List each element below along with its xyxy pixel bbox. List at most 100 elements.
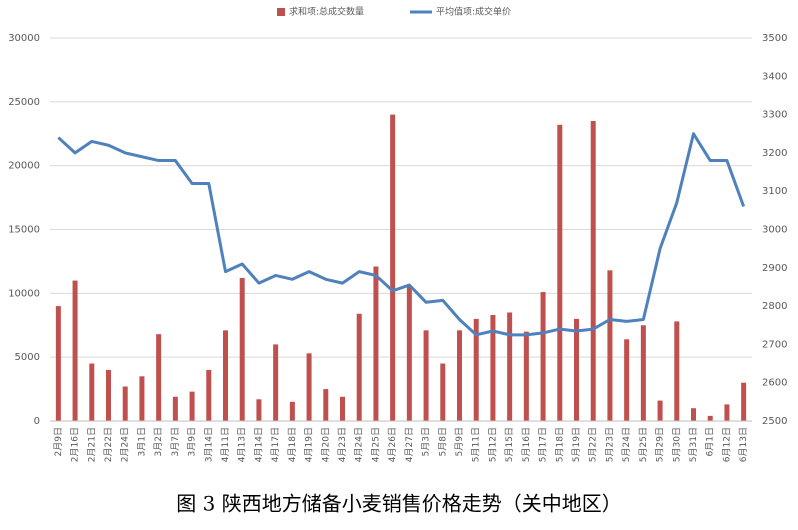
y2-tick-label: 3200: [762, 148, 787, 159]
bar: [440, 363, 446, 421]
legend-label: 求和项:总成交数量: [289, 6, 364, 18]
x-tick-label: 4月19日: [304, 427, 315, 462]
x-tick-label: 5月9日: [454, 427, 465, 456]
x-tick-label: 4月24日: [354, 427, 365, 462]
x-tick-label: 5月30日: [671, 427, 682, 462]
x-tick-label: 6月1日: [705, 427, 716, 456]
x-tick-label: 5月15日: [504, 427, 515, 462]
bar: [189, 391, 195, 421]
chart-title: 图 3 陕西地方储备小麦销售价格走势（关中地区）: [176, 492, 621, 516]
bar: [239, 278, 245, 421]
x-tick-label: 5月25日: [638, 427, 649, 462]
y2-tick-label: 2800: [762, 301, 787, 312]
x-tick-label: 6月13日: [738, 427, 749, 462]
bar: [323, 389, 329, 421]
bar: [156, 334, 162, 421]
y2-tick-label: 2600: [762, 378, 787, 389]
x-tick-label: 5月19日: [571, 427, 582, 462]
x-tick-label: 2月24日: [120, 427, 131, 462]
x-tick-label: 2月9日: [53, 427, 64, 456]
x-tick-label: 5月29日: [655, 427, 666, 462]
x-tick-label: 4月27日: [404, 427, 415, 462]
bar: [640, 325, 646, 421]
y2-tick-label: 3300: [762, 110, 787, 121]
y2-tick-label: 3100: [762, 186, 787, 197]
bar: [507, 312, 513, 421]
bar: [490, 315, 496, 421]
x-tick-label: 5月11日: [471, 427, 482, 462]
x-tick-label: 5月3日: [421, 427, 432, 456]
y2-tick-label: 2500: [762, 416, 787, 427]
bar: [540, 292, 546, 421]
y-tick-label: 15000: [8, 225, 40, 236]
bar: [72, 280, 78, 421]
x-tick-label: 4月23日: [337, 427, 348, 462]
y2-tick-label: 2700: [762, 339, 787, 350]
x-tick-label: 5月22日: [588, 427, 599, 462]
bar: [607, 270, 613, 421]
bar: [55, 306, 61, 421]
x-tick-label: 5月24日: [621, 427, 632, 462]
x-tick-label: 4月17日: [270, 427, 281, 462]
x-tick-label: 5月18日: [554, 427, 565, 462]
x-tick-label: 5月16日: [521, 427, 532, 462]
y2-tick-label: 3400: [762, 71, 787, 82]
x-tick-label: 4月11日: [220, 427, 231, 462]
y-tick-label: 0: [34, 416, 40, 427]
legend-label: 平均值项:成交单价: [436, 6, 511, 18]
x-tick-label: 5月17日: [538, 427, 549, 462]
y2-tick-label: 3500: [762, 33, 787, 44]
x-tick-label: 2月16日: [70, 427, 81, 462]
bar: [473, 318, 479, 421]
bar: [106, 369, 111, 421]
x-tick-label: 4月14日: [253, 427, 264, 462]
bar: [590, 120, 596, 421]
x-tick-label: 4月20日: [320, 427, 331, 462]
x-tick-label: 4月25日: [370, 427, 381, 462]
bar: [256, 399, 262, 421]
bar: [390, 114, 396, 421]
x-tick-label: 2月21日: [86, 427, 97, 462]
bar: [523, 331, 529, 421]
y-tick-label: 30000: [8, 33, 40, 44]
bar: [373, 266, 379, 421]
bar: [206, 369, 212, 421]
bar: [340, 396, 345, 421]
bar: [273, 344, 279, 421]
x-tick-label: 5月31日: [688, 427, 699, 462]
x-tick-label: 3月9日: [187, 427, 198, 456]
bar: [223, 330, 228, 421]
x-tick-label: 5月8日: [437, 427, 448, 456]
y-tick-label: 20000: [8, 161, 40, 172]
x-tick-label: 4月26日: [387, 427, 398, 462]
x-tick-label: 3月14日: [203, 427, 214, 462]
x-tick-label: 3月2日: [153, 427, 164, 456]
bar: [657, 400, 663, 421]
y-tick-label: 5000: [15, 352, 40, 363]
x-tick-label: 6月12日: [721, 427, 732, 462]
x-tick-label: 5月23日: [604, 427, 615, 462]
bar: [691, 408, 696, 421]
x-tick-label: 2月22日: [103, 427, 114, 462]
bar: [574, 318, 579, 421]
y-tick-label: 10000: [8, 288, 40, 299]
legend-marker: [277, 8, 285, 16]
y2-tick-label: 3000: [762, 225, 787, 236]
bar: [172, 396, 178, 421]
y2-tick-label: 2900: [762, 263, 787, 274]
bar: [289, 401, 295, 421]
bar: [557, 124, 563, 422]
bar: [624, 339, 630, 421]
bar: [423, 330, 429, 421]
x-tick-label: 3月1日: [136, 427, 147, 456]
x-tick-label: 5月12日: [487, 427, 498, 462]
bar: [406, 286, 412, 421]
bar: [707, 415, 713, 421]
bar: [139, 376, 145, 421]
x-tick-label: 4月18日: [287, 427, 298, 462]
bar: [724, 404, 730, 421]
y-tick-label: 25000: [8, 97, 40, 108]
x-tick-label: 4月13日: [237, 427, 248, 462]
bar: [89, 363, 95, 421]
